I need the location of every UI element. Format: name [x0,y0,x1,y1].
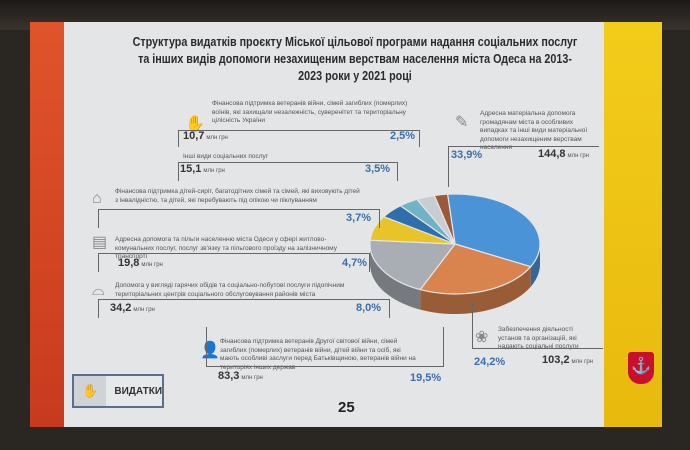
item-desc-institutions: Забезпечення діяльності установ та орган… [498,326,579,350]
item-value: 10,7 млн грн [183,130,228,142]
house-family-icon: ⌂ [92,190,102,207]
item-value: 144,8 млн грн [538,148,589,160]
value-text: 15,1 [180,163,202,175]
item-percent: 4,7% [342,257,368,269]
hand-money-icon: ✎ [455,114,469,131]
person-icon: 👤 [200,342,220,359]
unit-label: млн грн [567,153,589,159]
item-desc-housing: Адресна допомога та пільги населенню міс… [115,236,337,260]
item-value: 103,2 млн грн [542,354,593,366]
item-percent: 8,0% [356,302,382,314]
pie-chart [369,193,541,314]
item-desc-children: Фінансова підтримка дітей-сиріт, багатод… [115,188,360,204]
item-frame [178,162,398,181]
value-text: 83,3 [218,370,240,382]
item-desc-other: Інші види соціальних послуг [183,153,269,160]
left-orange-strip [30,22,64,427]
presentation-slide: Структура видатків проєкту Міської цільо… [30,22,662,427]
pie-slice-3 [369,239,457,291]
item-desc-ww2-veterans: Фінансова підтримка ветеранів Другої сві… [220,338,416,371]
hands-heart-icon: ❀ [475,329,489,346]
pie-slice-side [420,266,531,314]
expenses-button[interactable]: ✋ ВИДАТКИ [72,374,164,408]
item-percent: 24,2% [474,356,506,368]
unit-label: млн грн [133,307,155,313]
pie-slice-8 [433,193,456,245]
value-text: 103,2 [542,354,570,366]
item-frame [206,327,444,367]
value-text: 19,8 [118,257,140,269]
item-value: 15,1 млн грн [180,163,225,175]
value-text: 34,2 [110,302,132,314]
hands-icon: ✋ [185,116,205,133]
item-percent: 3,7% [346,212,372,224]
item-desc-meals: Допомога у вигляді гарячих обідів та соц… [115,282,345,298]
food-cloche-icon: ⌓ [92,282,105,299]
pie-slice-side [530,244,540,287]
tram-icon: ▤ [92,234,108,251]
item-frame [448,146,599,187]
unit-label: млн грн [571,359,593,365]
item-frame [178,130,420,147]
unit-label: млн грн [206,135,228,141]
pie-slice-2 [419,243,532,295]
item-percent: 3,5% [365,163,391,175]
page-number: 25 [338,399,355,416]
item-frame [472,302,603,349]
unit-label: млн грн [141,262,163,268]
unit-label: млн грн [203,168,225,174]
item-value: 83,3 млн грн [218,370,263,382]
item-value: 34,2 млн грн [110,302,155,314]
item-frame [98,209,380,228]
pie-slice-side [370,244,421,310]
value-text: 144,8 [538,148,566,160]
value-text: 10,7 [183,130,205,142]
item-desc-veterans-ato: Фінансова підтримка ветеранів війни, сім… [212,100,408,124]
hand-coins-icon: ✋ [74,376,107,406]
odesa-coat-of-arms-logo: ⚓ [628,352,654,384]
slide-title: Структура видатків проєкту Міської цільо… [132,35,578,83]
item-frame [98,253,370,272]
item-percent: 2,5% [390,130,416,142]
item-frame [98,299,390,318]
item-percent: 19,5% [410,372,442,384]
unit-label: млн грн [241,375,263,381]
item-percent: 33,9% [451,149,483,161]
expenses-button-label: ВИДАТКИ [114,385,162,397]
item-desc-material-aid: Адресна матеріальна допомога громадянам … [480,110,588,151]
item-value: 19,8 млн грн [118,257,163,269]
